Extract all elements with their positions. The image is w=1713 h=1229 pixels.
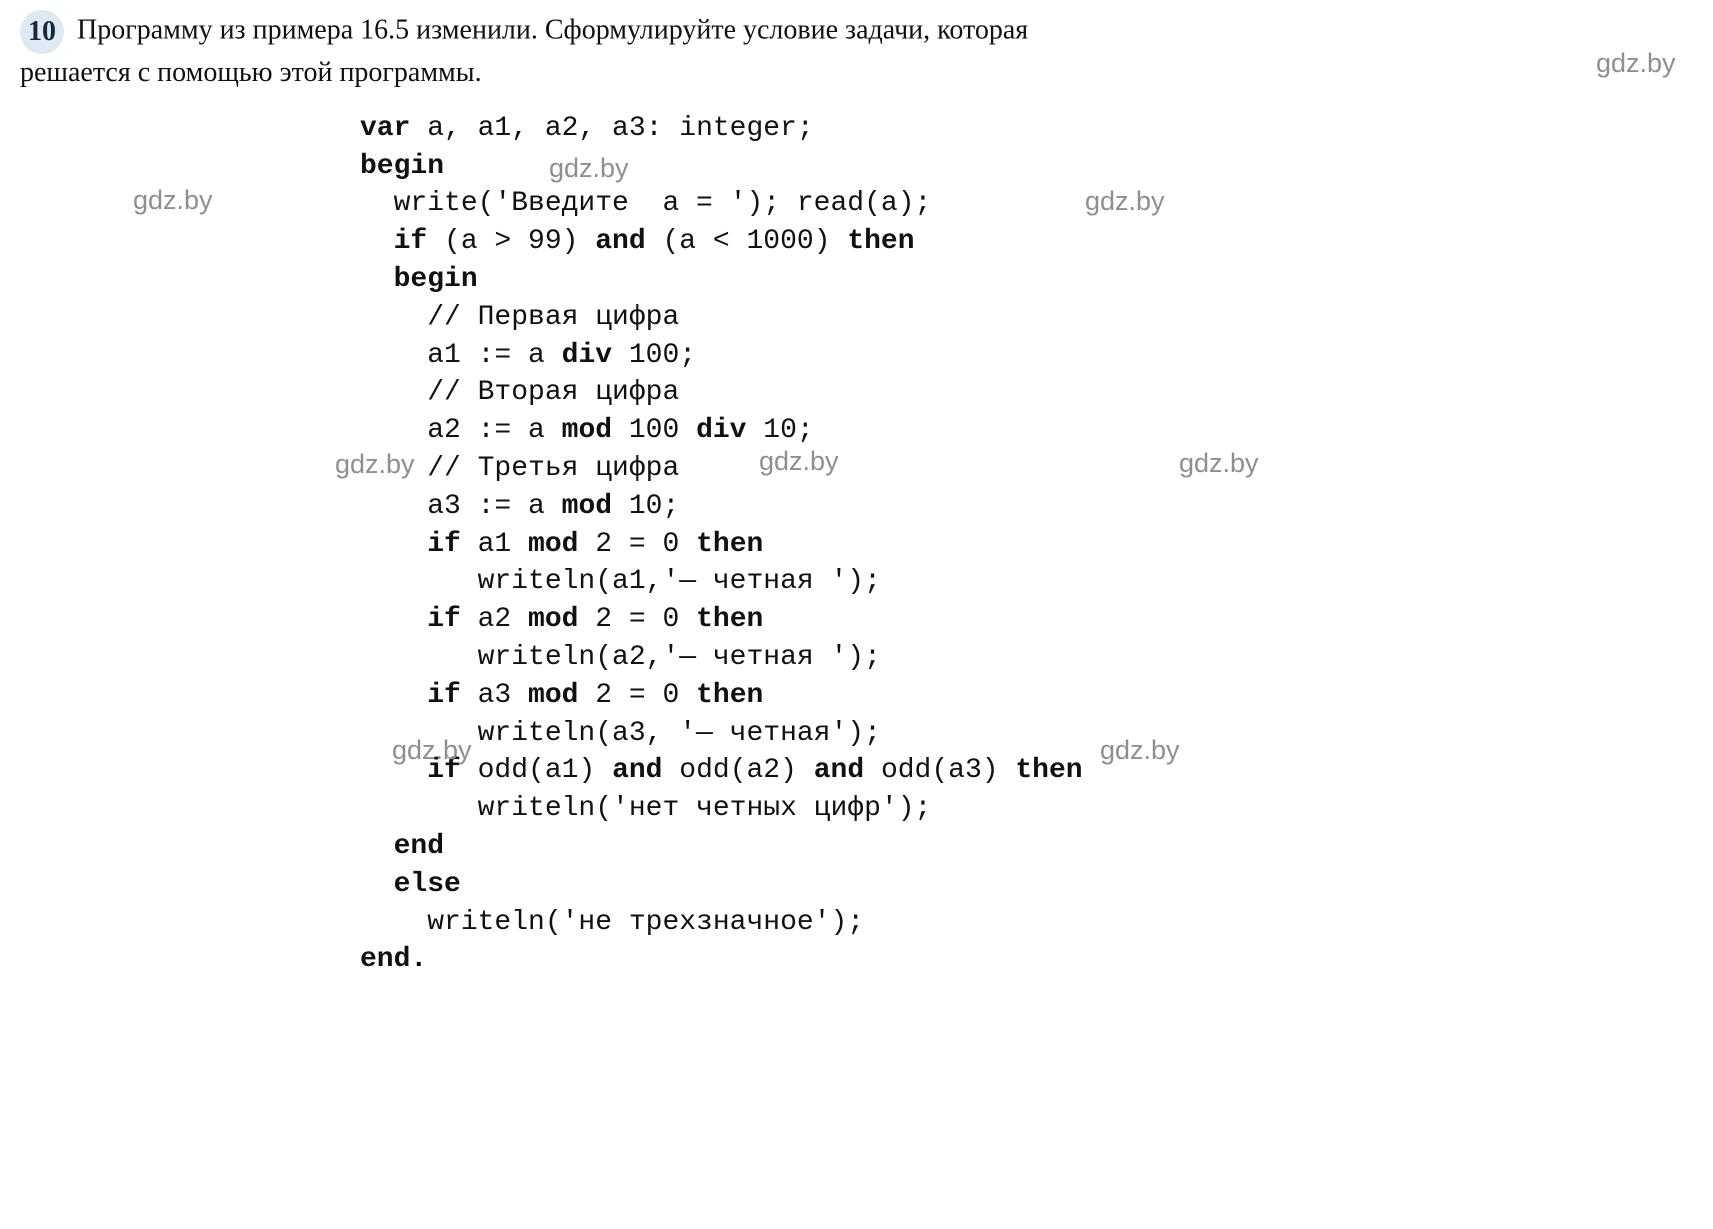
kw-mod4: mod bbox=[528, 604, 578, 635]
code-l20a bbox=[360, 831, 394, 862]
question-text-line2: решается с помощью этой программы. bbox=[20, 57, 482, 88]
kw-and: and bbox=[595, 226, 645, 257]
kw-and2: and bbox=[612, 755, 662, 786]
kw-mod: mod bbox=[562, 415, 612, 446]
code-l09e: 10; bbox=[747, 415, 814, 446]
watermark-text: gdz.by bbox=[133, 185, 213, 216]
code-l13: writeln(a1,'— четная '); bbox=[360, 566, 881, 597]
code-l15: writeln(a2,'— четная '); bbox=[360, 642, 881, 673]
code-l06: // Первая цифра bbox=[360, 302, 679, 333]
code-l08: // Вторая цифра bbox=[360, 377, 679, 408]
code-l12e: 2 = 0 bbox=[578, 529, 696, 560]
code-l12c: a1 bbox=[461, 529, 528, 560]
kw-if5: if bbox=[427, 755, 461, 786]
code-l12a bbox=[360, 529, 427, 560]
code-l22: writeln('не трехзначное'); bbox=[360, 907, 864, 938]
code-l18c: odd(a1) bbox=[461, 755, 612, 786]
kw-else: else bbox=[394, 869, 461, 900]
code-l14e: 2 = 0 bbox=[578, 604, 696, 635]
code-l17: writeln(a3, '— четная'); bbox=[360, 718, 881, 749]
code-l09a: a2 := a bbox=[360, 415, 562, 446]
code-l14a bbox=[360, 604, 427, 635]
kw-begin: begin bbox=[360, 151, 444, 182]
code-l16c: a3 bbox=[461, 680, 528, 711]
code-l18a bbox=[360, 755, 427, 786]
question-block: 10 Программу из примера 16.5 изменили. С… bbox=[20, 10, 1693, 92]
kw-if4: if bbox=[427, 680, 461, 711]
code-l16e: 2 = 0 bbox=[578, 680, 696, 711]
kw-div2: div bbox=[696, 415, 746, 446]
kw-mod2: mod bbox=[562, 491, 612, 522]
kw-mod3: mod bbox=[528, 529, 578, 560]
code-l04c: (a > 99) bbox=[427, 226, 595, 257]
kw-end: end bbox=[394, 831, 444, 862]
code-l04e: (a < 1000) bbox=[646, 226, 848, 257]
kw-begin2: begin bbox=[394, 264, 478, 295]
code-l09c: 100 bbox=[612, 415, 696, 446]
kw-if3: if bbox=[427, 604, 461, 635]
code-l07c: 100; bbox=[612, 340, 696, 371]
kw-if: if bbox=[394, 226, 428, 257]
code-l21a bbox=[360, 869, 394, 900]
question-text-line1: Программу из примера 16.5 изменили. Сфор… bbox=[77, 14, 1028, 45]
kw-then4: then bbox=[696, 680, 763, 711]
code-l18g: odd(a3) bbox=[864, 755, 1015, 786]
kw-then3: then bbox=[696, 604, 763, 635]
code-l10: // Третья цифра bbox=[360, 453, 679, 484]
code-l03: write('Введите a = '); read(a); bbox=[360, 188, 931, 219]
kw-then: then bbox=[847, 226, 914, 257]
kw-end2: end. bbox=[360, 944, 427, 975]
code-block: var a, a1, a2, a3: integer; begin write(… bbox=[360, 110, 1693, 979]
code-l14c: a2 bbox=[461, 604, 528, 635]
code-l07a: a1 := a bbox=[360, 340, 562, 371]
kw-then2: then bbox=[696, 529, 763, 560]
kw-div: div bbox=[562, 340, 612, 371]
code-l04a bbox=[360, 226, 394, 257]
kw-mod5: mod bbox=[528, 680, 578, 711]
code-l01b: a, a1, a2, a3: integer; bbox=[410, 113, 813, 144]
code-l11c: 10; bbox=[612, 491, 679, 522]
code-l18e: odd(a2) bbox=[662, 755, 813, 786]
kw-if2: if bbox=[427, 529, 461, 560]
code-l19: writeln('нет четных цифр'); bbox=[360, 793, 931, 824]
code-l11a: a3 := a bbox=[360, 491, 562, 522]
kw-then5: then bbox=[1015, 755, 1082, 786]
kw-and3: and bbox=[814, 755, 864, 786]
code-l05a bbox=[360, 264, 394, 295]
question-number-badge: 10 bbox=[20, 10, 64, 54]
code-l16a bbox=[360, 680, 427, 711]
kw-var: var bbox=[360, 113, 410, 144]
